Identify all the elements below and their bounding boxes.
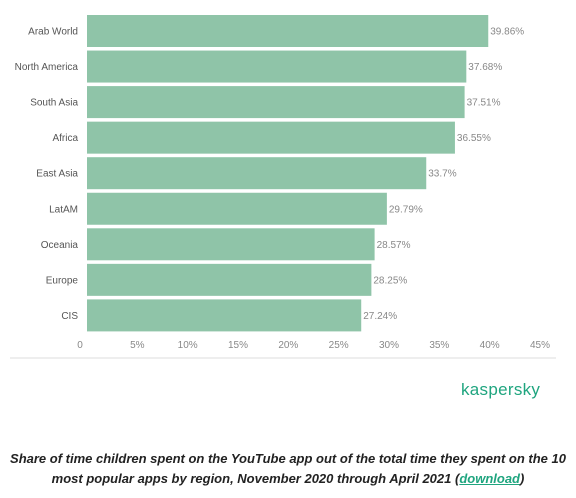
category-label: Oceania [41,240,79,251]
x-tick-label: 40% [480,340,500,351]
category-label: Europe [46,275,79,286]
bar-8 [87,299,362,332]
bar-4 [87,157,427,190]
value-label: 33.7% [428,169,456,180]
x-tick-label: 5% [130,340,145,351]
category-label: North America [15,62,79,73]
category-label: South Asia [30,98,78,109]
bar-chart: Arab World North America South Asia Africa E… [10,15,556,359]
download-link[interactable]: download [459,471,520,486]
value-label: 37.68% [468,62,502,73]
value-label: 39.86% [490,27,524,38]
x-tick-label: 45% [530,340,550,351]
bar-0 [87,15,489,47]
x-tick-label: 20% [278,340,298,351]
category-label: East Asia [36,169,78,180]
value-labels: 39.86% 37.68% 37.51% 36.55% 33.7% 29.79% 28.57… [363,27,524,322]
x-tick-label: 15% [228,340,248,351]
bar-3 [87,121,455,154]
chart-caption: Share of time children spent on the YouT… [8,449,568,489]
kaspersky-logo: kaspersky [461,380,541,399]
bar-7 [87,263,372,296]
value-label: 36.55% [457,133,491,144]
bar-2 [87,86,465,119]
value-label: 37.51% [467,98,501,109]
x-tick-label: 35% [429,340,449,351]
x-tick-label: 30% [379,340,399,351]
category-label: Arab World [28,27,78,38]
category-label: CIS [61,311,78,322]
x-tick-label: 0 [77,340,83,351]
category-label: Africa [52,133,78,144]
value-label: 28.57% [377,240,411,251]
value-label: 27.24% [363,311,397,322]
bar-5 [87,192,387,225]
x-tick-label: 25% [329,340,349,351]
value-label: 29.79% [389,204,423,215]
caption-text: Share of time children spent on the YouT… [10,451,566,486]
category-labels: Arab World North America South Asia Africa E… [15,27,79,322]
bars-group [87,15,489,332]
x-tick-label: 10% [178,340,198,351]
category-label: LatAM [49,204,78,215]
caption-suffix: ) [520,471,525,486]
bar-1 [87,50,467,83]
bar-6 [87,228,375,261]
value-label: 28.25% [373,275,407,286]
x-tick-labels: 0 5% 10% 15% 20% 25% 30% 35% 40% 45% [77,340,550,351]
